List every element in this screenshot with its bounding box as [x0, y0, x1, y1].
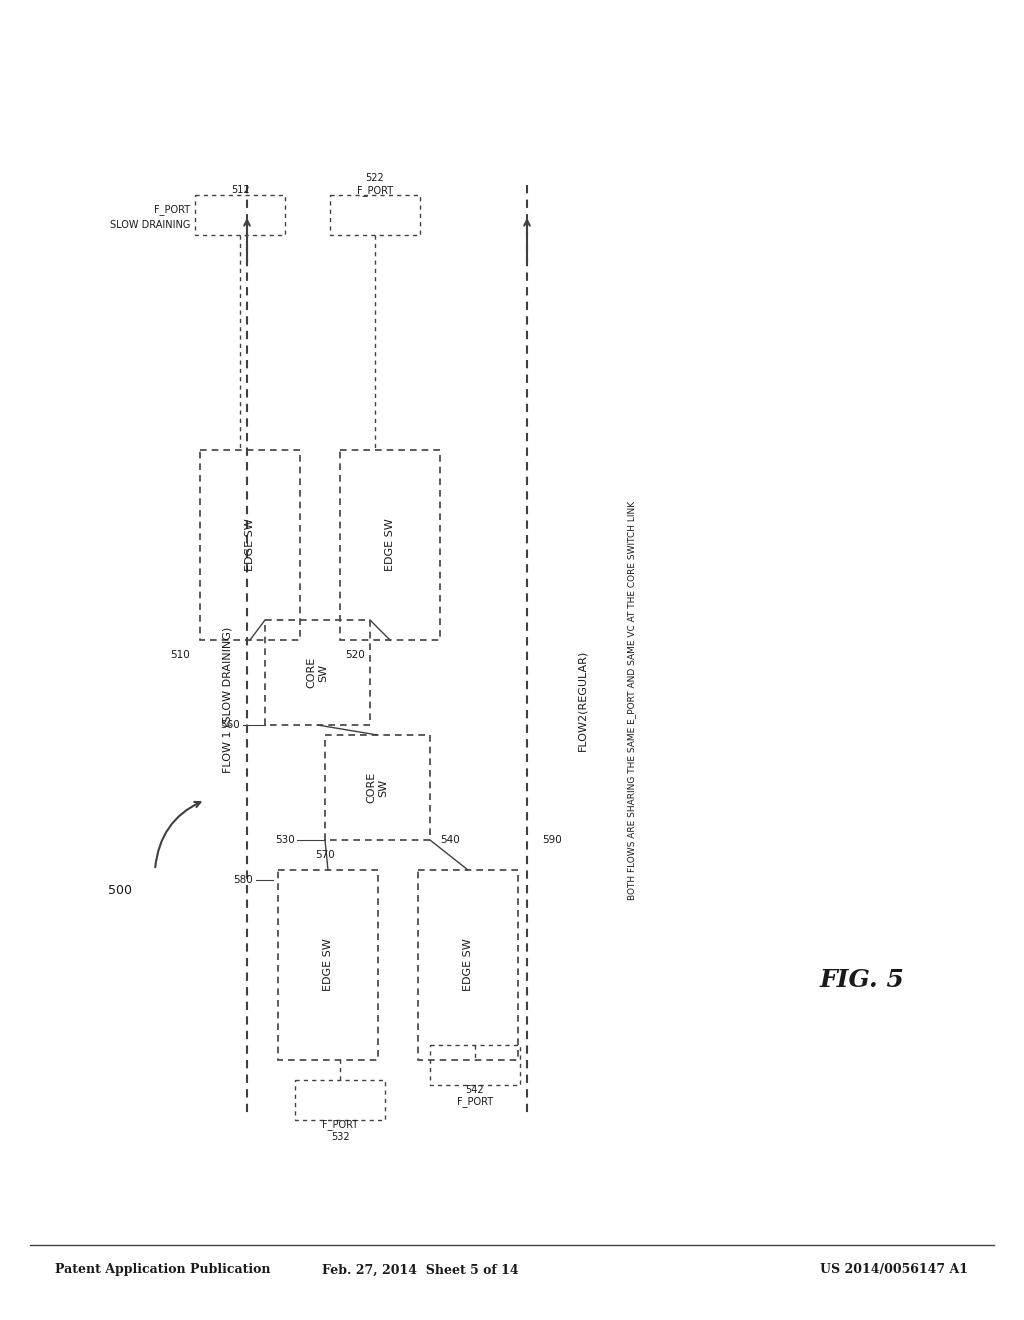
- Text: Feb. 27, 2014  Sheet 5 of 14: Feb. 27, 2014 Sheet 5 of 14: [322, 1263, 518, 1276]
- Text: FLOW2(REGULAR): FLOW2(REGULAR): [577, 649, 587, 751]
- Text: 590: 590: [542, 836, 562, 845]
- Text: F_PORT: F_PORT: [357, 185, 393, 195]
- Text: SLOW DRAINING: SLOW DRAINING: [110, 220, 190, 230]
- Text: Patent Application Publication: Patent Application Publication: [55, 1263, 270, 1276]
- Text: 570: 570: [315, 850, 335, 861]
- Text: 510: 510: [170, 649, 190, 660]
- Text: F_PORT: F_PORT: [457, 1096, 494, 1107]
- Text: 542: 542: [466, 1085, 484, 1096]
- Text: 532: 532: [331, 1133, 349, 1142]
- Text: 500: 500: [108, 883, 132, 896]
- Text: 520: 520: [345, 649, 365, 660]
- Text: EDGE SW: EDGE SW: [323, 939, 333, 991]
- Text: EDGE SW: EDGE SW: [463, 939, 473, 991]
- Text: CORE
SW: CORE SW: [367, 772, 388, 803]
- Text: 540: 540: [440, 836, 460, 845]
- Text: BOTH FLOWS ARE SHARING THE SAME E_PORT AND SAME VC AT THE CORE SWITCH LINK: BOTH FLOWS ARE SHARING THE SAME E_PORT A…: [628, 500, 637, 899]
- Text: F_PORT: F_PORT: [322, 1119, 358, 1130]
- Text: CORE
SW: CORE SW: [307, 657, 329, 688]
- Text: EDGE SW: EDGE SW: [245, 519, 255, 572]
- Text: F_PORT: F_PORT: [154, 205, 190, 215]
- Text: 512: 512: [230, 185, 249, 195]
- Text: 560: 560: [220, 719, 240, 730]
- Text: 530: 530: [275, 836, 295, 845]
- Text: US 2014/0056147 A1: US 2014/0056147 A1: [820, 1263, 968, 1276]
- Text: FLOW 1 (SLOW DRAINING): FLOW 1 (SLOW DRAINING): [222, 627, 232, 774]
- Text: FIG. 5: FIG. 5: [820, 968, 905, 993]
- Text: EDGE SW: EDGE SW: [385, 519, 395, 572]
- Text: 522: 522: [366, 173, 384, 183]
- Text: 580: 580: [233, 875, 253, 884]
